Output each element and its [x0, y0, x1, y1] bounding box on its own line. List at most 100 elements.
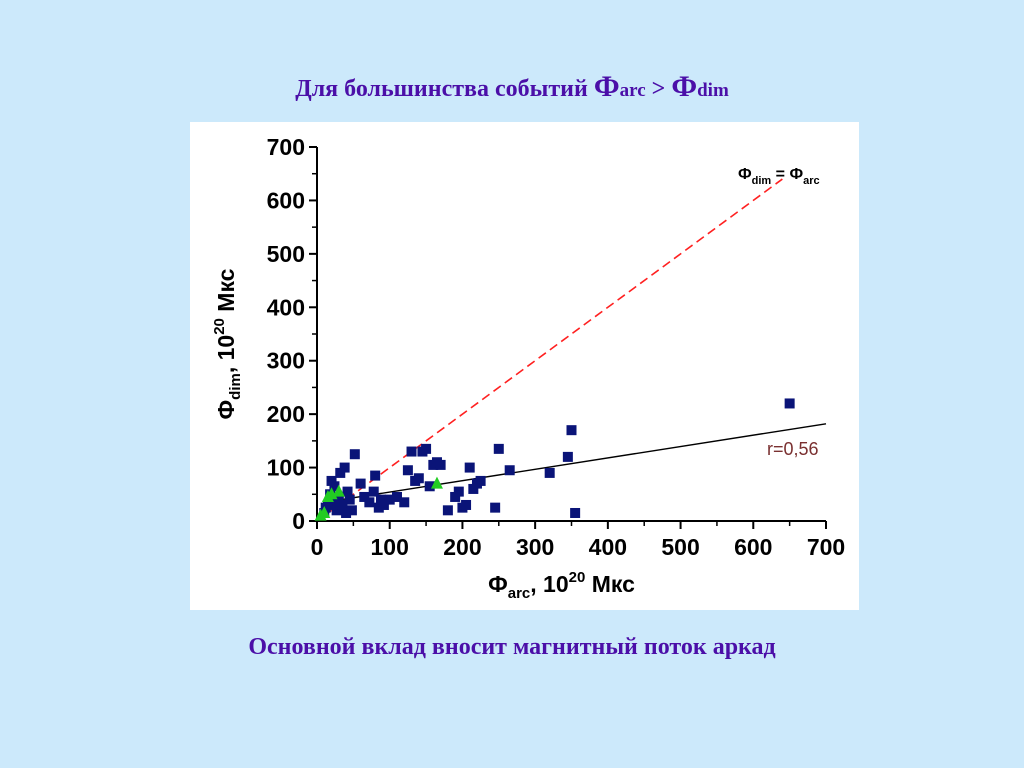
equality-line	[323, 178, 783, 517]
x-tick-label: 300	[516, 534, 554, 560]
data-point-square	[464, 462, 475, 473]
title-gt: >	[645, 76, 672, 102]
fit-line-label: r=0,56	[767, 439, 819, 459]
x-label-symbol: Ф	[488, 571, 508, 597]
x-tick-label: 400	[589, 534, 627, 560]
data-point-square	[332, 497, 343, 508]
x-tick-label: 700	[807, 534, 845, 560]
data-point-square	[402, 465, 413, 476]
data-point-square	[468, 483, 479, 494]
data-point-square	[375, 494, 386, 505]
eq-label-sub-right: arc	[803, 175, 820, 187]
chart-lines	[323, 178, 827, 517]
data-point-triangle	[430, 476, 443, 489]
data-point-square	[490, 502, 501, 513]
data-point-square	[378, 499, 389, 510]
eq-label-symbol-left: Ф	[738, 166, 752, 183]
y-tick-label: 100	[267, 455, 305, 481]
data-point-square	[326, 475, 337, 486]
x-tick-label: 600	[734, 534, 772, 560]
data-point-square	[475, 475, 486, 486]
data-point-square	[335, 467, 346, 478]
data-point-square	[373, 502, 384, 513]
y-tick-label: 500	[267, 241, 305, 267]
y-label-unit: Мкс	[213, 268, 239, 318]
x-label-sub: arc	[508, 585, 531, 602]
y-axis-label: Фdim, 1020 Мкс	[211, 268, 244, 419]
data-point-square	[355, 478, 366, 489]
data-point-square	[337, 499, 348, 510]
y-label-sup: 20	[211, 318, 228, 335]
title-text: Для большинства событий	[295, 76, 594, 102]
data-point-triangle	[318, 505, 331, 518]
data-point-square	[364, 497, 375, 508]
x-axis-label: Фarc, 1020 Мкс	[488, 569, 635, 602]
fit-line	[324, 423, 827, 503]
slide-caption: Основной вклад вносит магнитный поток ар…	[248, 634, 776, 660]
data-point-square	[453, 486, 464, 497]
data-point-square	[333, 491, 344, 502]
x-tick-label: 0	[311, 534, 324, 560]
data-point-triangle	[332, 484, 345, 497]
eq-label-sub-left: dim	[752, 175, 772, 187]
data-point-square	[493, 443, 504, 454]
data-point-square	[504, 465, 515, 476]
chart-points	[314, 398, 795, 521]
data-point-square	[435, 459, 446, 470]
data-point-square	[784, 398, 795, 409]
data-point-square	[331, 505, 342, 516]
y-label-sub: dim	[227, 373, 244, 400]
data-point-square	[413, 473, 424, 484]
x-label-unit: Мкс	[585, 571, 635, 597]
y-tick-label: 200	[267, 401, 305, 427]
data-point-square	[384, 494, 395, 505]
data-point-square	[370, 470, 381, 481]
data-point-square	[339, 462, 350, 473]
y-label-symbol: Ф	[213, 400, 239, 420]
y-tick-label: 600	[267, 187, 305, 213]
data-point-square	[368, 486, 379, 497]
y-label-rest: , 10	[213, 335, 239, 373]
data-point-square	[342, 486, 353, 497]
y-tick-label: 700	[267, 134, 305, 160]
title-phi-dim: Ф	[671, 70, 698, 103]
y-tick-label: 400	[267, 294, 305, 320]
title-sub-arc: arc	[619, 80, 646, 101]
x-label-sup: 20	[569, 569, 586, 586]
x-tick-label: 100	[371, 534, 409, 560]
x-tick-label: 500	[661, 534, 699, 560]
data-point-square	[570, 507, 581, 518]
eq-label-symbol-right: Ф	[789, 166, 803, 183]
data-point-square	[424, 481, 435, 492]
data-point-square	[391, 491, 402, 502]
data-point-square	[346, 505, 357, 516]
data-point-square	[359, 491, 370, 502]
data-point-square	[329, 481, 340, 492]
data-point-square	[341, 507, 352, 518]
data-point-square	[406, 446, 417, 457]
data-point-square	[450, 491, 461, 502]
data-point-square	[566, 425, 577, 436]
scatter-chart: 0 100 200 300 400 500 600 700 0 100 200 300 400 500 60…	[211, 134, 846, 602]
data-point-square	[442, 505, 453, 516]
data-point-square	[322, 499, 333, 510]
chart-panel: 0 100 200 300 400 500 600 700 0 100 200 300 400 500 60…	[190, 122, 859, 610]
title-phi-arc: Ф	[593, 70, 620, 103]
chart-axes: 0 100 200 300 400 500 600 700 0 100 200 300 400 500 60…	[267, 134, 846, 560]
x-tick-label: 200	[443, 534, 481, 560]
equality-line-label: Фdim = Фarc	[738, 166, 820, 187]
x-label-rest: , 10	[530, 571, 568, 597]
slide-title: Для большинства событий Фarc > Фdim	[0, 70, 1024, 104]
data-point-square	[399, 497, 410, 508]
data-point-square	[349, 449, 360, 460]
data-point-square	[562, 451, 573, 462]
data-point-square	[344, 494, 355, 505]
data-point-square	[421, 443, 432, 454]
data-point-square	[461, 499, 472, 510]
eq-label-equals: =	[771, 166, 789, 183]
data-point-square	[544, 467, 555, 478]
title-sub-dim: dim	[697, 80, 729, 101]
y-tick-label: 0	[292, 508, 305, 534]
y-tick-label: 300	[267, 348, 305, 374]
